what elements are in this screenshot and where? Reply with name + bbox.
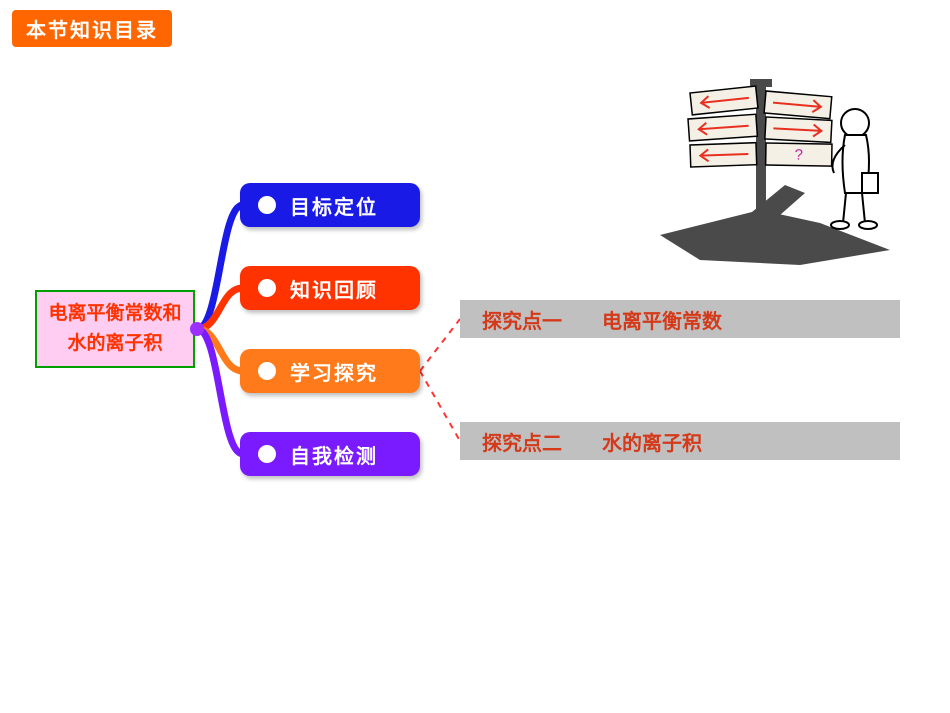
topic-point-1-title: 电离平衡常数 [602, 305, 722, 334]
branch-review-label: 知识回顾 [290, 274, 378, 303]
signpost-illustration: ? [640, 65, 900, 265]
topic-point-2-label: 探究点二 [482, 427, 562, 456]
root-junction-dot [190, 322, 204, 336]
section-header-badge: 本节知识目录 [12, 10, 172, 47]
section-header-text: 本节知识目录 [26, 20, 158, 42]
branch-goal[interactable]: 目标定位 [240, 183, 420, 227]
branch-selftest-label: 自我检测 [290, 440, 378, 469]
sign-left-group [688, 86, 758, 167]
root-topic-text: 电离平衡常数和水的离子积 [48, 299, 181, 360]
branch-selftest[interactable]: 自我检测 [240, 432, 420, 476]
bullet-dot-icon [258, 279, 276, 297]
shadow-shape [660, 185, 890, 265]
branch-explore[interactable]: 学习探究 [240, 349, 420, 393]
topic-point-1[interactable]: 探究点一 电离平衡常数 [460, 300, 900, 338]
branch-review[interactable]: 知识回顾 [240, 266, 420, 310]
person-icon [831, 109, 878, 229]
bullet-dot-icon [258, 362, 276, 380]
bullet-dot-icon [258, 445, 276, 463]
branch-goal-label: 目标定位 [290, 191, 378, 220]
branch-explore-label: 学习探究 [290, 357, 378, 386]
topic-point-2[interactable]: 探究点二 水的离子积 [460, 422, 900, 460]
topic-point-2-title: 水的离子积 [602, 427, 702, 456]
sign-right-group: ? [764, 91, 832, 166]
bullet-dot-icon [258, 196, 276, 214]
svg-text:?: ? [794, 147, 803, 164]
topic-point-1-label: 探究点一 [482, 305, 562, 334]
root-topic-box: 电离平衡常数和水的离子积 [35, 290, 195, 368]
